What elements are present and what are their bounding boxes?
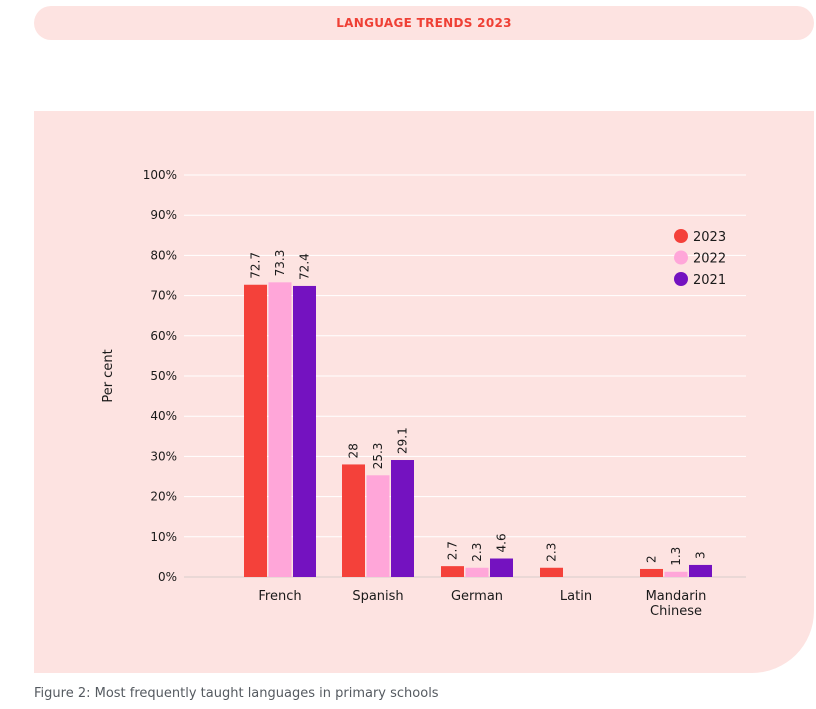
chart-panel	[34, 111, 814, 673]
figure-caption: Figure 2: Most frequently taught languag…	[34, 686, 439, 701]
bar-2022	[268, 282, 292, 577]
data-label: 2.3	[470, 543, 484, 562]
legend-label: 2022	[693, 252, 726, 267]
data-label: 2	[645, 555, 659, 563]
bar-2021	[391, 460, 414, 577]
legend-label: 2023	[693, 230, 726, 245]
y-tick-label: 10%	[150, 530, 177, 544]
data-label: 73.3	[273, 250, 287, 277]
bar-2022	[664, 571, 688, 577]
data-label: 72.7	[249, 252, 263, 279]
bar-2023	[342, 464, 365, 577]
y-tick-label: 0%	[158, 570, 177, 584]
data-label: 3	[694, 551, 708, 559]
bar-2023	[540, 567, 563, 577]
header-title: LANGUAGE TRENDS 2023	[336, 16, 512, 30]
bar-2021	[293, 285, 316, 577]
data-label: 4.6	[495, 533, 509, 552]
y-tick-label: 50%	[150, 369, 177, 383]
data-label: 25.3	[371, 443, 385, 470]
legend-label: 2021	[693, 273, 726, 288]
x-tick-label: Latin	[560, 589, 592, 604]
bar-2023	[640, 568, 663, 577]
header-banner: LANGUAGE TRENDS 2023	[34, 6, 814, 40]
data-label: 1.3	[669, 547, 683, 566]
data-label: 2.3	[545, 543, 559, 562]
legend-swatch	[674, 272, 688, 286]
bar-2023	[441, 566, 464, 577]
x-tick-label: Spanish	[352, 589, 403, 604]
legend-swatch	[674, 229, 688, 243]
x-tick-label: French	[258, 589, 301, 604]
bar-2021	[490, 558, 513, 577]
data-label: 28	[347, 443, 361, 458]
bar-2022	[366, 475, 390, 577]
y-tick-label: 90%	[150, 208, 177, 222]
bar-chart: 0% 10% 20% 30% 40% 50% 60% 70% 80% 90% 100% Per cen…	[101, 168, 746, 619]
y-tick-label: 40%	[150, 409, 177, 423]
bar-2022	[465, 567, 489, 577]
data-label: 72.4	[298, 253, 312, 280]
y-tick-label: 30%	[150, 449, 177, 463]
y-tick-label: 20%	[150, 490, 177, 504]
y-tick-label: 70%	[150, 289, 177, 303]
legend-swatch	[674, 250, 688, 265]
bar-2023	[244, 284, 267, 577]
y-tick-label: 100%	[143, 168, 177, 182]
x-tick-label: German	[451, 589, 503, 604]
y-tick-label: 80%	[150, 248, 177, 262]
x-tick-label: Mandarin Chinese	[646, 589, 707, 619]
data-label: 2.7	[446, 541, 460, 560]
y-tick-label: 60%	[150, 329, 177, 343]
y-axis-label: Per cent	[101, 349, 116, 402]
bar-2021	[689, 564, 712, 577]
data-label: 29.1	[396, 427, 410, 454]
